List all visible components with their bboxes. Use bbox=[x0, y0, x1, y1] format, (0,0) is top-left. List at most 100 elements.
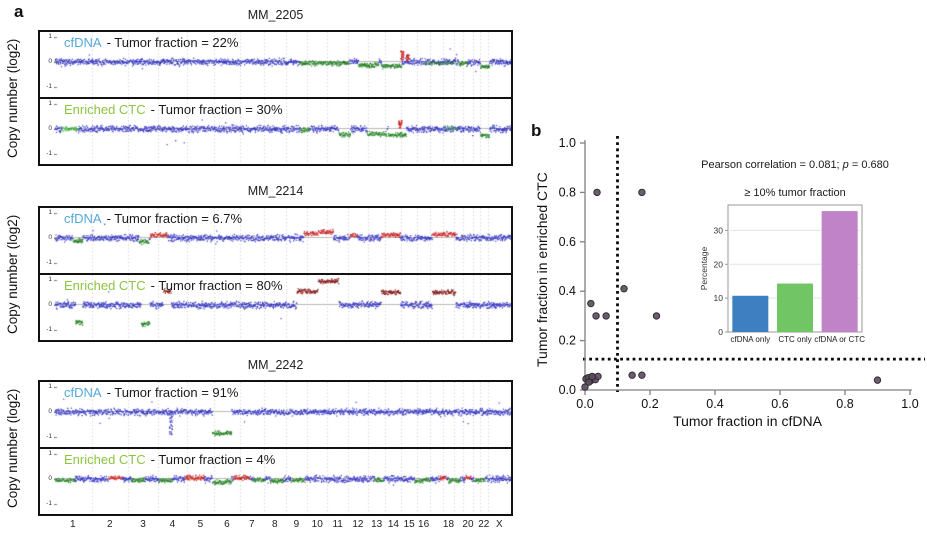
copy-number-axis-label: Copy number (log2) bbox=[5, 388, 20, 508]
track-ctc: 1 0 -1 Enriched CTC - Tumor fraction = 30% bbox=[40, 97, 511, 164]
y-tick-label: 0.2 bbox=[559, 334, 576, 348]
bar-cfdna-or-ctc bbox=[821, 211, 858, 332]
track-label: cfDNA - Tumor fraction = 22% bbox=[64, 35, 238, 50]
panel-b-label: b bbox=[531, 121, 542, 140]
chromosome-label: 16 bbox=[418, 519, 430, 530]
inset-category-label: cfDNA only bbox=[731, 335, 771, 344]
track-cfdna: 1 0 -1 cfDNA - Tumor fraction = 6.7% bbox=[40, 208, 511, 273]
y-tick-label: 0.8 bbox=[559, 185, 576, 199]
inset-y-axis-label: Percentage bbox=[699, 246, 709, 290]
track-label: cfDNA - Tumor fraction = 6.7% bbox=[64, 211, 242, 226]
plot-box: 1 0 -1 cfDNA - Tumor fraction = 6.7% 1 0 -1 E… bbox=[38, 206, 513, 342]
track-cfdna: 1 0 -1 cfDNA - Tumor fraction = 22% bbox=[40, 32, 511, 97]
scatter-point bbox=[602, 312, 610, 320]
y-tick-label: 0.6 bbox=[559, 235, 576, 249]
ctc-vs-cfdna-scatter: 0.0 0.2 0.4 0.6 0.8 1.0 0.0 0.2 0.4 0.6 0.8 1.0 bbox=[559, 136, 925, 411]
source-label: cfDNA bbox=[64, 385, 102, 400]
chromosome-label: 1 bbox=[69, 519, 76, 530]
x-tick-label: 0.8 bbox=[836, 397, 853, 411]
track-label: cfDNA - Tumor fraction = 91% bbox=[64, 385, 238, 400]
chromosome-label: 12 bbox=[352, 519, 364, 530]
inset-y-tick-label: 10 bbox=[714, 293, 724, 303]
x-tick-label: 0.6 bbox=[771, 397, 788, 411]
track-label: Enriched CTC - Tumor fraction = 4% bbox=[64, 452, 275, 467]
track-label: Enriched CTC - Tumor fraction = 30% bbox=[64, 102, 283, 117]
tumor-fraction-text: - Tumor fraction = 91% bbox=[106, 385, 239, 400]
pearson-annotation: Pearson correlation = 0.081; p = 0.680 bbox=[701, 159, 889, 171]
inset-bar-chart: 0 10 20 30 cfDNA only CTC only cfDNA or CTC ≥ 1… bbox=[699, 187, 865, 344]
scatter-point bbox=[593, 188, 601, 197]
tumor-fraction-text: - Tumor fraction = 4% bbox=[150, 452, 276, 467]
plot-box: 1 0 -1 cfDNA - Tumor fraction = 22% 1 0 -1 En… bbox=[38, 30, 513, 166]
inset-category-label: cfDNA or CTC bbox=[814, 335, 865, 344]
source-label: cfDNA bbox=[64, 211, 102, 226]
chromosome-label: 14 bbox=[387, 519, 399, 530]
scatter-point bbox=[873, 376, 882, 384]
scatter-point bbox=[581, 383, 589, 391]
copy-number-axis-label: Copy number (log2) bbox=[5, 38, 20, 158]
inset-title: ≥ 10% tumor fraction bbox=[744, 187, 845, 199]
scatter-point bbox=[620, 285, 628, 293]
plot-title-mm2214: MM_2214 bbox=[247, 184, 304, 198]
scatter-y-axis-label: Tumor fraction in enriched CTC bbox=[534, 172, 550, 368]
track-label: Enriched CTC - Tumor fraction = 80% bbox=[64, 278, 283, 293]
track-cfdna: 1 0 -1 cfDNA - Tumor fraction = 91% bbox=[40, 382, 511, 447]
p-value-symbol: p bbox=[842, 159, 849, 171]
plot-title-mm2205: MM_2205 bbox=[247, 8, 304, 22]
scatter-point bbox=[628, 371, 636, 379]
copy-number-canvas bbox=[54, 208, 511, 273]
copy-number-axis-label: Copy number (log2) bbox=[5, 214, 20, 334]
chromosome-label: 22 bbox=[478, 519, 490, 530]
inset-y-tick-label: 20 bbox=[714, 259, 724, 269]
chromosome-label: 11 bbox=[332, 519, 343, 530]
tumor-fraction-text: - Tumor fraction = 30% bbox=[150, 102, 283, 117]
copy-number-canvas bbox=[54, 275, 511, 340]
track-ctc: 1 0 -1 Enriched CTC - Tumor fraction = 80% bbox=[40, 273, 511, 340]
inset-y-tick-label: 0 bbox=[718, 327, 723, 337]
plot-box: 1 0 -1 cfDNA - Tumor fraction = 91% 1 0 -1 En… bbox=[38, 380, 513, 516]
chromosome-label: 18 bbox=[442, 519, 455, 530]
inset-y-tick-label: 30 bbox=[714, 225, 724, 235]
x-tick-label: 1.0 bbox=[901, 397, 918, 411]
x-tick-label: 0.2 bbox=[641, 397, 658, 411]
chromosome-label: 9 bbox=[293, 519, 300, 530]
panel-a-label: a bbox=[14, 2, 24, 21]
y-tick-label: 0.4 bbox=[559, 284, 576, 298]
scatter-point bbox=[585, 378, 593, 386]
y-tick-label: 1.0 bbox=[559, 136, 576, 150]
chromosome-label: 10 bbox=[311, 519, 323, 530]
tumor-fraction-text: - Tumor fraction = 80% bbox=[150, 278, 283, 293]
chromosome-label: 5 bbox=[197, 519, 204, 530]
source-label: Enriched CTC bbox=[64, 452, 146, 467]
chromosome-label: 4 bbox=[169, 519, 176, 530]
copy-number-canvas bbox=[54, 449, 511, 514]
x-tick-label: 0.4 bbox=[706, 397, 723, 411]
bar-ctc-only bbox=[777, 283, 813, 332]
inset-category-label: CTC only bbox=[778, 335, 811, 344]
tumor-fraction-text: - Tumor fraction = 22% bbox=[106, 35, 239, 50]
scatter-point bbox=[638, 371, 646, 379]
y-tick-label: 0.0 bbox=[559, 383, 576, 397]
scatter-point bbox=[592, 312, 600, 320]
x-tick-label: 0.0 bbox=[576, 397, 593, 411]
source-label: cfDNA bbox=[64, 35, 102, 50]
chromosome-label: 7 bbox=[248, 519, 255, 530]
tumor-fraction-text: - Tumor fraction = 6.7% bbox=[106, 211, 243, 226]
scatter-point bbox=[652, 312, 661, 320]
copy-number-canvas bbox=[54, 382, 511, 447]
chromosome-label: 6 bbox=[224, 519, 230, 530]
chromosome-label: 13 bbox=[371, 519, 383, 530]
scatter-x-axis-label: Tumor fraction in cfDNA bbox=[673, 413, 822, 429]
chromosome-label: 20 bbox=[462, 519, 474, 530]
copy-number-canvas bbox=[54, 32, 511, 97]
chromosome-label: 15 bbox=[403, 519, 415, 530]
chromosome-axis-labels: 1 2 3 4 5 6 7 8 9 10 11 12 13 14 15 16 18 20 22 X bbox=[54, 519, 511, 533]
scatter-point bbox=[638, 188, 646, 197]
bar-cfdna-only bbox=[732, 295, 769, 332]
source-label: Enriched CTC bbox=[64, 102, 146, 117]
chromosome-label: X bbox=[495, 519, 503, 530]
source-label: Enriched CTC bbox=[64, 278, 146, 293]
chromosome-label: 8 bbox=[271, 519, 278, 530]
copy-number-canvas bbox=[54, 99, 511, 164]
